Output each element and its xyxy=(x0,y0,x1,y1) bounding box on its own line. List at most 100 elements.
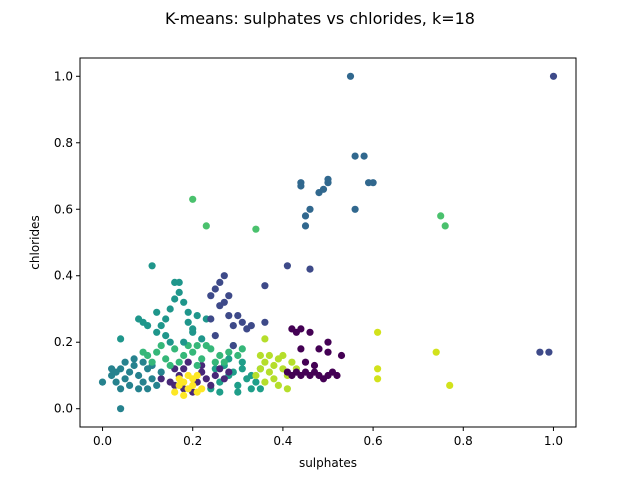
data-point-cluster-9-9 xyxy=(351,205,359,213)
data-point-cluster-8-20 xyxy=(536,348,544,356)
data-point-cluster-4-20 xyxy=(220,358,228,366)
data-point-cluster-8-22 xyxy=(549,72,558,80)
data-point-cluster-9-3 xyxy=(301,212,310,220)
data-point-cluster-5-8 xyxy=(270,375,278,383)
data-point-cluster-7-12 xyxy=(184,308,192,316)
data-point-cluster-9-2 xyxy=(301,222,310,230)
data-point-cluster-11-2 xyxy=(374,375,382,383)
data-point-cluster-8-16 xyxy=(211,332,219,340)
data-point-cluster-2-0 xyxy=(171,388,179,396)
data-point-cluster-4-12 xyxy=(175,358,183,366)
data-point-cluster-5-15 xyxy=(261,335,269,343)
data-point-cluster-3-18 xyxy=(139,358,147,366)
data-point-cluster-1-10 xyxy=(216,365,224,373)
data-point-cluster-4-21 xyxy=(148,358,156,366)
data-point-cluster-4-10 xyxy=(234,351,242,360)
data-point-cluster-1-8 xyxy=(211,371,219,380)
data-point-cluster-1-7 xyxy=(202,375,210,383)
data-point-cluster-7-11 xyxy=(180,298,188,306)
data-point-cluster-4-15 xyxy=(139,348,147,356)
data-point-cluster-2-11 xyxy=(193,371,201,380)
data-point-cluster-4-23 xyxy=(193,342,201,350)
data-point-cluster-4-14 xyxy=(211,358,219,366)
data-point-cluster-5-16 xyxy=(283,385,291,393)
data-point-cluster-1-3 xyxy=(166,378,174,386)
data-point-cluster-0-12 xyxy=(216,388,224,396)
data-point-cluster-6-22 xyxy=(306,328,314,336)
data-point-cluster-7-14 xyxy=(184,318,192,326)
data-point-cluster-3-11 xyxy=(153,381,161,389)
data-point-cluster-4-1 xyxy=(153,348,161,356)
data-point-cluster-7-22 xyxy=(117,335,125,343)
data-point-cluster-4-13 xyxy=(193,361,201,370)
data-point-cluster-3-15 xyxy=(144,385,152,393)
data-point-cluster-4-19 xyxy=(166,361,174,370)
data-point-cluster-2-8 xyxy=(198,385,206,393)
data-point-cluster-1-16 xyxy=(157,375,165,383)
data-point-cluster-8-7 xyxy=(225,312,233,320)
data-point-cluster-7-2 xyxy=(144,322,152,330)
data-point-cluster-9-11 xyxy=(360,152,368,160)
data-point-cluster-4-22 xyxy=(238,345,246,353)
y-tick-label-2: 0.4 xyxy=(54,269,73,283)
data-point-cluster-6-17 xyxy=(310,361,319,370)
chart-title: K-means: sulphates vs chlorides, k=18 xyxy=(165,9,475,28)
data-point-cluster-7-9 xyxy=(171,278,179,286)
data-point-cluster-10-3 xyxy=(437,212,445,220)
data-point-cluster-7-7 xyxy=(171,295,179,303)
data-point-cluster-8-18 xyxy=(283,262,291,270)
data-point-cluster-11-4 xyxy=(446,381,454,389)
y-axis: 0.0 0.2 0.4 0.6 0.8 1.0 xyxy=(54,69,80,416)
data-point-cluster-0-3 xyxy=(234,381,242,389)
data-point-cluster-1-12 xyxy=(220,375,228,383)
data-point-cluster-1-2 xyxy=(180,365,188,373)
data-point-cluster-0-17 xyxy=(256,385,264,393)
points-layer xyxy=(98,72,558,413)
data-point-cluster-9-14 xyxy=(346,72,355,80)
data-point-cluster-5-0 xyxy=(252,371,260,380)
y-axis-label: chlorides xyxy=(28,215,42,269)
data-point-cluster-5-13 xyxy=(274,381,282,389)
y-tick-label-4: 0.8 xyxy=(54,136,73,150)
data-point-cluster-8-21 xyxy=(545,348,553,356)
data-point-cluster-3-5 xyxy=(126,368,134,376)
data-point-cluster-4-9 xyxy=(225,348,233,356)
x-axis-label: sulphates xyxy=(299,456,357,470)
data-point-cluster-6-12 xyxy=(301,358,310,366)
data-point-cluster-6-18 xyxy=(324,348,332,356)
data-point-cluster-9-8 xyxy=(324,175,332,183)
data-point-cluster-3-16 xyxy=(121,358,129,366)
data-point-cluster-4-3 xyxy=(171,345,179,353)
data-point-cluster-0-13 xyxy=(234,388,242,396)
data-point-cluster-4-2 xyxy=(162,355,170,363)
data-point-cluster-5-1 xyxy=(256,365,264,373)
data-point-cluster-10-4 xyxy=(441,222,449,230)
data-point-cluster-9-10 xyxy=(351,152,359,160)
x-tick-label-5: 1.0 xyxy=(544,434,563,448)
data-point-cluster-0-16 xyxy=(238,358,246,366)
data-point-cluster-2-9 xyxy=(184,371,192,380)
data-point-cluster-3-6 xyxy=(130,361,138,370)
data-point-cluster-9-6 xyxy=(319,185,328,193)
data-point-cluster-7-3 xyxy=(153,308,161,316)
y-tick-label-1: 0.2 xyxy=(54,335,73,349)
x-tick-label-0: 0.0 xyxy=(93,434,112,448)
data-point-cluster-7-23 xyxy=(148,262,156,270)
data-point-cluster-6-14 xyxy=(324,338,332,346)
data-point-cluster-7-10 xyxy=(175,288,183,296)
data-point-cluster-11-3 xyxy=(432,348,440,356)
data-point-cluster-4-11 xyxy=(157,342,165,350)
data-point-cluster-4-6 xyxy=(198,355,206,363)
data-point-cluster-11-1 xyxy=(374,365,382,373)
data-point-cluster-6-16 xyxy=(297,345,305,353)
data-point-cluster-7-24 xyxy=(189,328,197,336)
data-point-cluster-3-10 xyxy=(148,375,156,383)
data-point-cluster-4-18 xyxy=(202,342,210,350)
data-point-cluster-11-0 xyxy=(374,328,382,336)
data-point-cluster-5-3 xyxy=(265,368,273,376)
y-tick-label-5: 1.0 xyxy=(54,69,73,83)
data-point-cluster-3-23 xyxy=(117,405,125,413)
data-point-cluster-8-14 xyxy=(261,282,269,290)
data-point-cluster-7-4 xyxy=(157,322,165,330)
